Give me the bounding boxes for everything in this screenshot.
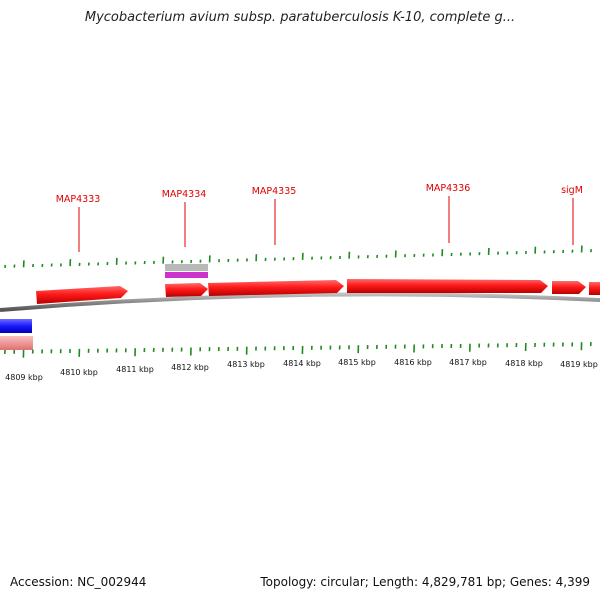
gene-arrow-map4335[interactable] [208, 280, 344, 296]
gene-label[interactable]: MAP4333 [56, 194, 101, 205]
gene-labels: MAP4333 MAP4334 MAP4335 MAP4336 sigM [56, 183, 583, 252]
gene-reverse-blue[interactable] [0, 319, 32, 333]
gene-label[interactable]: MAP4336 [426, 183, 471, 194]
genome-summary-text: Topology: circular; Length: 4,829,781 bp… [260, 575, 590, 589]
reverse-genes [0, 319, 33, 350]
kbp-label: 4810 kbp [60, 368, 98, 377]
gene-arrow-map4334[interactable] [165, 283, 208, 297]
gene-reverse-pink[interactable] [0, 336, 33, 350]
kbp-label: 4814 kbp [283, 359, 321, 368]
kbp-label: 4809 kbp [5, 373, 43, 382]
gene-label[interactable]: sigM [561, 185, 583, 196]
gene-label[interactable]: MAP4334 [162, 189, 207, 200]
kbp-label: 4813 kbp [227, 360, 265, 369]
kbp-label: 4819 kbp [560, 360, 598, 369]
forward-genes [36, 264, 600, 304]
kbp-label: 4817 kbp [449, 358, 487, 367]
kbp-label: 4811 kbp [116, 365, 154, 374]
rna-feature-gray[interactable] [165, 264, 208, 271]
kbp-label: 4818 kbp [505, 359, 543, 368]
kbp-label: 4815 kbp [338, 358, 376, 367]
gene-arrow-map4333[interactable] [36, 286, 128, 304]
kbp-labels: 4809 kbp 4810 kbp 4811 kbp 4812 kbp 4813 kbp… [5, 358, 598, 382]
gene-label[interactable]: MAP4335 [252, 186, 297, 197]
gene-arrow-sigm[interactable] [552, 281, 586, 294]
genome-backbone [0, 292, 600, 312]
gene-arrow-next[interactable] [589, 282, 600, 295]
accession-text: Accession: NC_002944 [10, 575, 147, 589]
lower-ticks [4, 342, 592, 358]
rna-feature-magenta[interactable] [165, 272, 208, 278]
upper-ticks [4, 245, 592, 268]
map-title: Mycobacterium avium subsp. paratuberculo… [84, 10, 516, 25]
kbp-label: 4812 kbp [171, 363, 209, 372]
gene-arrow-map4336[interactable] [347, 279, 548, 293]
kbp-label: 4816 kbp [394, 358, 432, 367]
